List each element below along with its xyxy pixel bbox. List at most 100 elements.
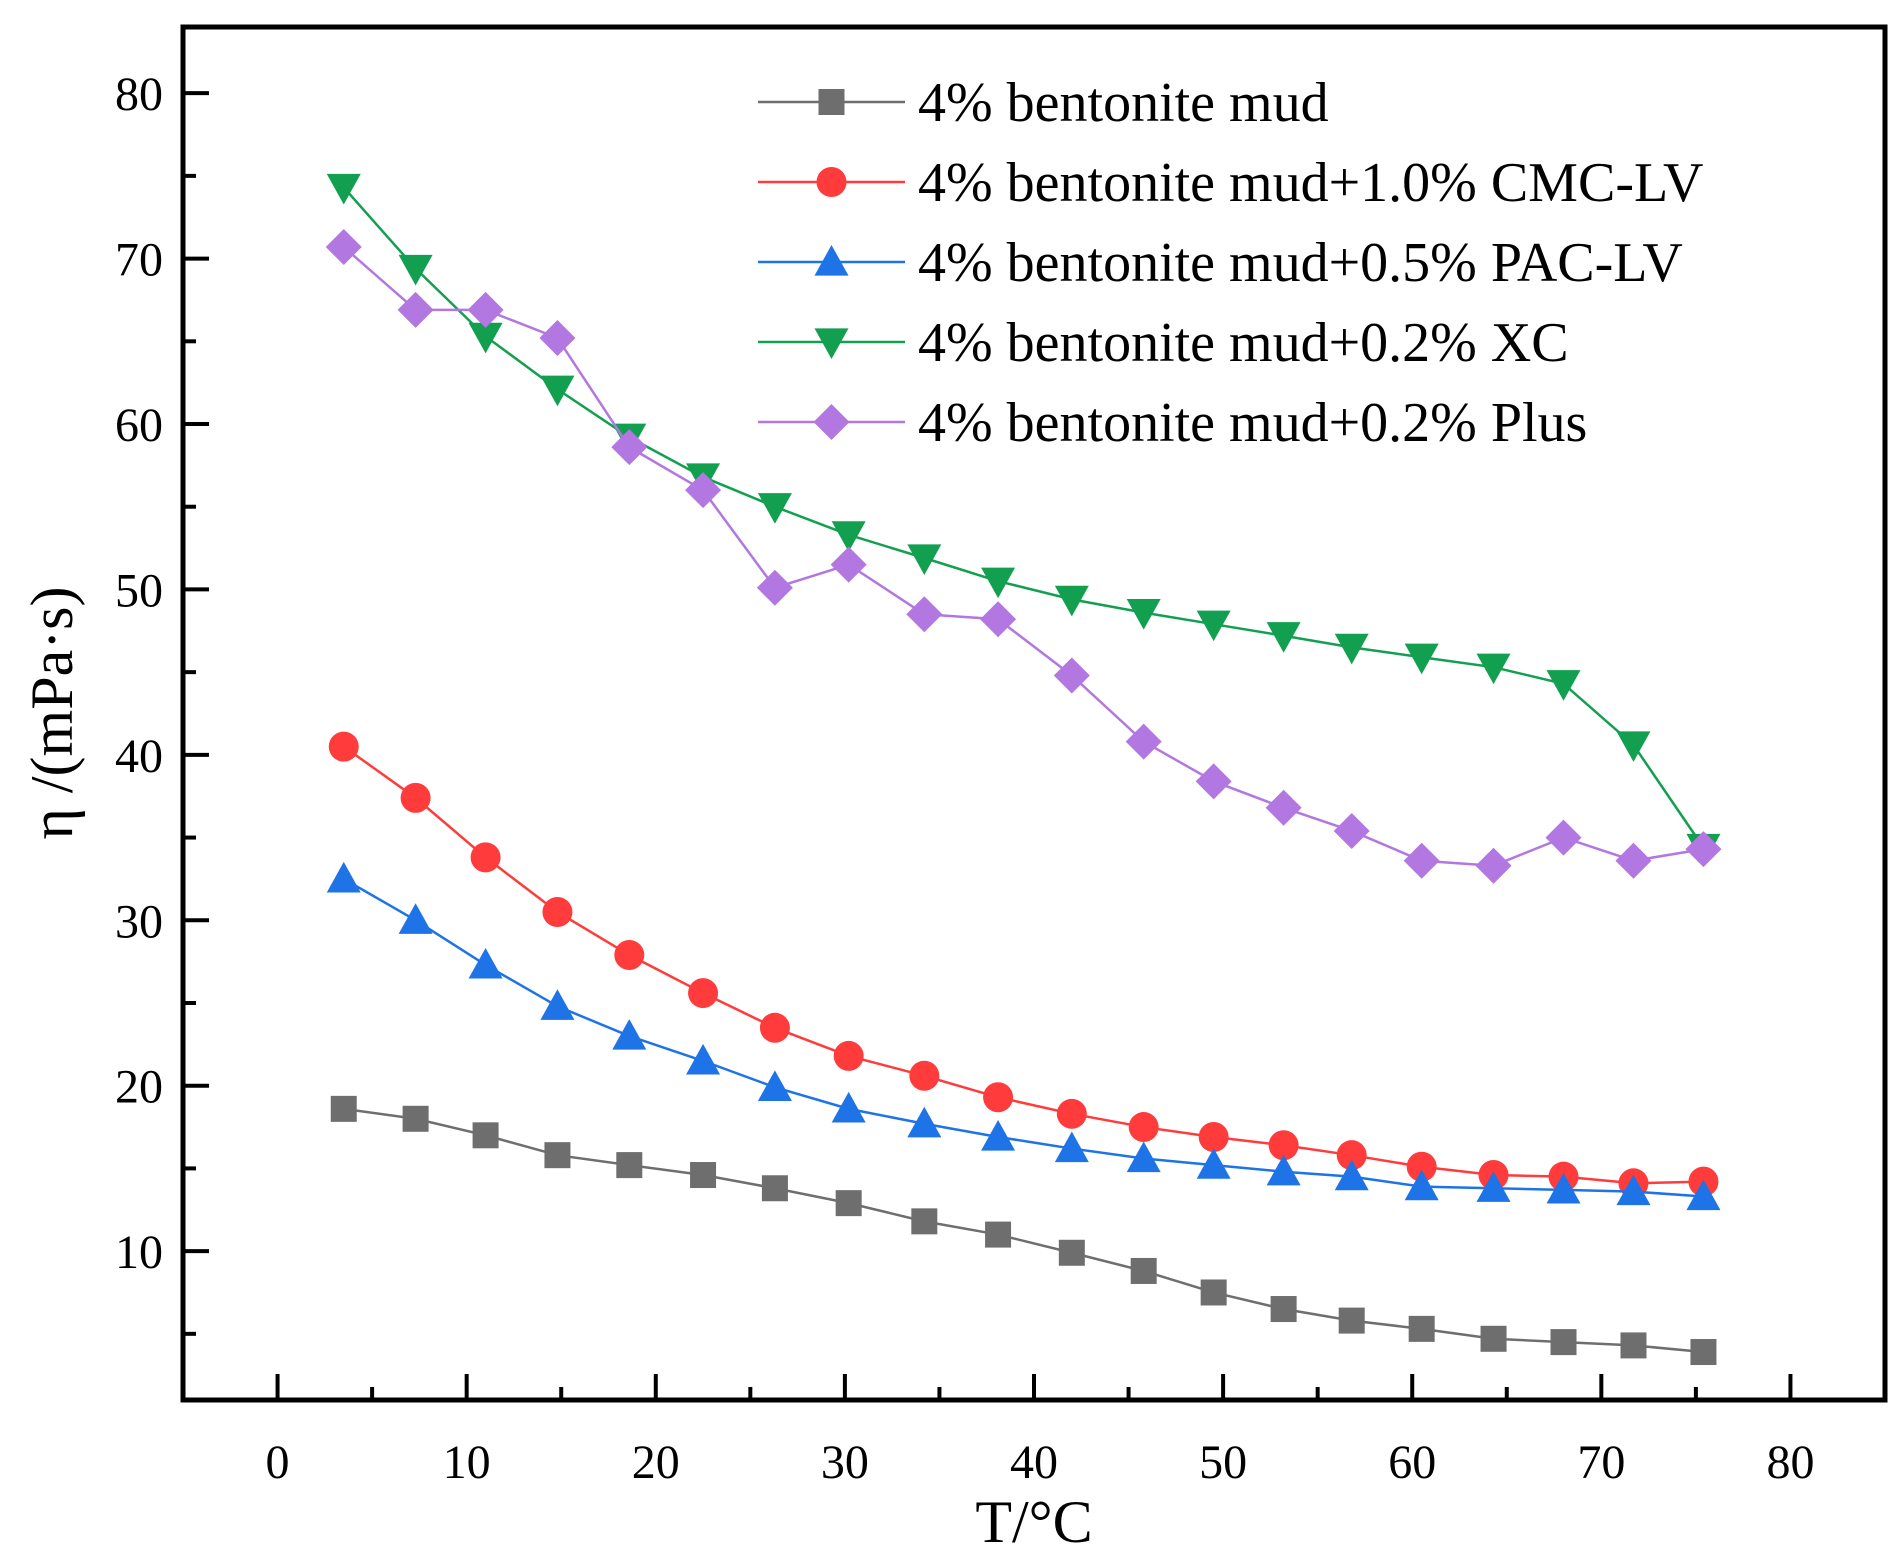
legend-marker [818, 89, 845, 115]
x-tick-label: 50 [1199, 1436, 1247, 1489]
data-point [612, 1019, 647, 1050]
data-point [398, 254, 433, 286]
data-point [1196, 1148, 1231, 1179]
data-point [1198, 1121, 1229, 1152]
data-point [911, 1208, 938, 1235]
data-point [1126, 598, 1161, 630]
data-point [1406, 1151, 1437, 1182]
data-point [906, 596, 943, 633]
legend-entry: 4% bentonite mud+0.5% PAC-LV [758, 232, 1683, 294]
data-point [1130, 1257, 1157, 1284]
data-point [1545, 819, 1582, 856]
y-tick-label: 30 [115, 895, 163, 948]
data-point [835, 1190, 862, 1217]
data-point [831, 1091, 866, 1123]
data-point [539, 319, 576, 356]
data-point [1338, 1307, 1365, 1334]
x-tick-label: 20 [632, 1436, 680, 1489]
data-point [907, 1106, 942, 1138]
data-point [1403, 842, 1440, 879]
data-point [468, 947, 503, 979]
data-point [909, 1060, 940, 1091]
data-point [468, 322, 503, 354]
legend-label: 4% bentonite mud+1.0% CMC-LV [918, 152, 1703, 214]
legend-entry: 4% bentonite mud [758, 72, 1329, 134]
y-axis: 10 20 30 40 50 60 70 80 [115, 68, 209, 1336]
data-point [544, 1142, 571, 1169]
data-point [756, 569, 793, 606]
data-point [540, 375, 575, 407]
legend-marker [816, 167, 847, 197]
x-axis-title: T/°C [975, 1489, 1092, 1555]
data-point [1404, 1169, 1439, 1201]
data-point [1054, 585, 1089, 617]
data-point [400, 782, 431, 813]
data-point [467, 291, 504, 328]
data-point [981, 567, 1016, 599]
data-point [1408, 1315, 1435, 1342]
data-point [542, 897, 573, 928]
series-layer [325, 173, 1722, 1366]
y-tick-label: 20 [115, 1061, 163, 1114]
y-tick-label: 80 [115, 68, 163, 121]
data-point [1476, 653, 1511, 685]
data-point [325, 229, 362, 266]
data-point [1334, 1159, 1369, 1191]
data-point [1126, 1141, 1161, 1173]
data-point [981, 1119, 1016, 1151]
data-point [1475, 847, 1512, 884]
data-point [1266, 1154, 1301, 1186]
x-tick-label: 10 [443, 1436, 491, 1489]
data-point [1546, 1172, 1581, 1204]
data-point [830, 546, 867, 583]
y-axis-title: η /(mPa·s) [19, 586, 85, 839]
data-point [398, 903, 433, 934]
data-point [1685, 831, 1722, 868]
legend-marker [814, 328, 849, 359]
y-tick-label: 10 [115, 1226, 163, 1279]
legend-entry: 4% bentonite mud+0.2% Plus [758, 392, 1587, 454]
data-point [1196, 610, 1231, 642]
legend-label: 4% bentonite mud+0.5% PAC-LV [918, 232, 1683, 294]
data-point [1266, 622, 1301, 653]
legend-label: 4% bentonite mud+0.2% XC [918, 312, 1569, 374]
data-point [1268, 1130, 1299, 1161]
data-point [985, 1221, 1012, 1248]
data-point [1476, 1171, 1511, 1202]
data-point [402, 1105, 429, 1132]
legend-entry: 4% bentonite mud+1.0% CMC-LV [758, 152, 1703, 214]
data-point [833, 1040, 864, 1071]
data-point [759, 1012, 790, 1043]
data-point [1334, 633, 1369, 665]
data-point [686, 1043, 721, 1075]
data-point [761, 1175, 788, 1202]
series-line [342, 186, 1705, 849]
series-2 [328, 731, 1719, 1199]
data-point [690, 1162, 717, 1189]
data-point [328, 731, 359, 762]
data-point [1620, 1332, 1647, 1359]
legend-marker [813, 404, 850, 440]
legend-label: 4% bentonite mud [918, 72, 1329, 134]
x-axis: 0 10 20 30 40 50 60 70 80 [266, 1374, 1814, 1489]
data-point [326, 173, 361, 205]
data-point [1616, 731, 1651, 762]
data-point [1056, 1098, 1087, 1129]
x-tick-label: 0 [266, 1436, 290, 1489]
data-point [326, 861, 361, 893]
data-point [1195, 763, 1232, 800]
x-tick-label: 60 [1388, 1436, 1436, 1489]
data-point [1128, 1112, 1159, 1143]
data-point [983, 1082, 1014, 1113]
data-point [616, 1152, 643, 1179]
data-point [397, 291, 434, 328]
data-point [1333, 812, 1370, 849]
data-point [614, 940, 645, 971]
y-tick-label: 70 [115, 234, 163, 287]
data-point [1550, 1329, 1577, 1356]
data-point [611, 429, 648, 466]
data-point [831, 521, 866, 552]
data-point [757, 493, 792, 524]
data-point [688, 978, 719, 1009]
